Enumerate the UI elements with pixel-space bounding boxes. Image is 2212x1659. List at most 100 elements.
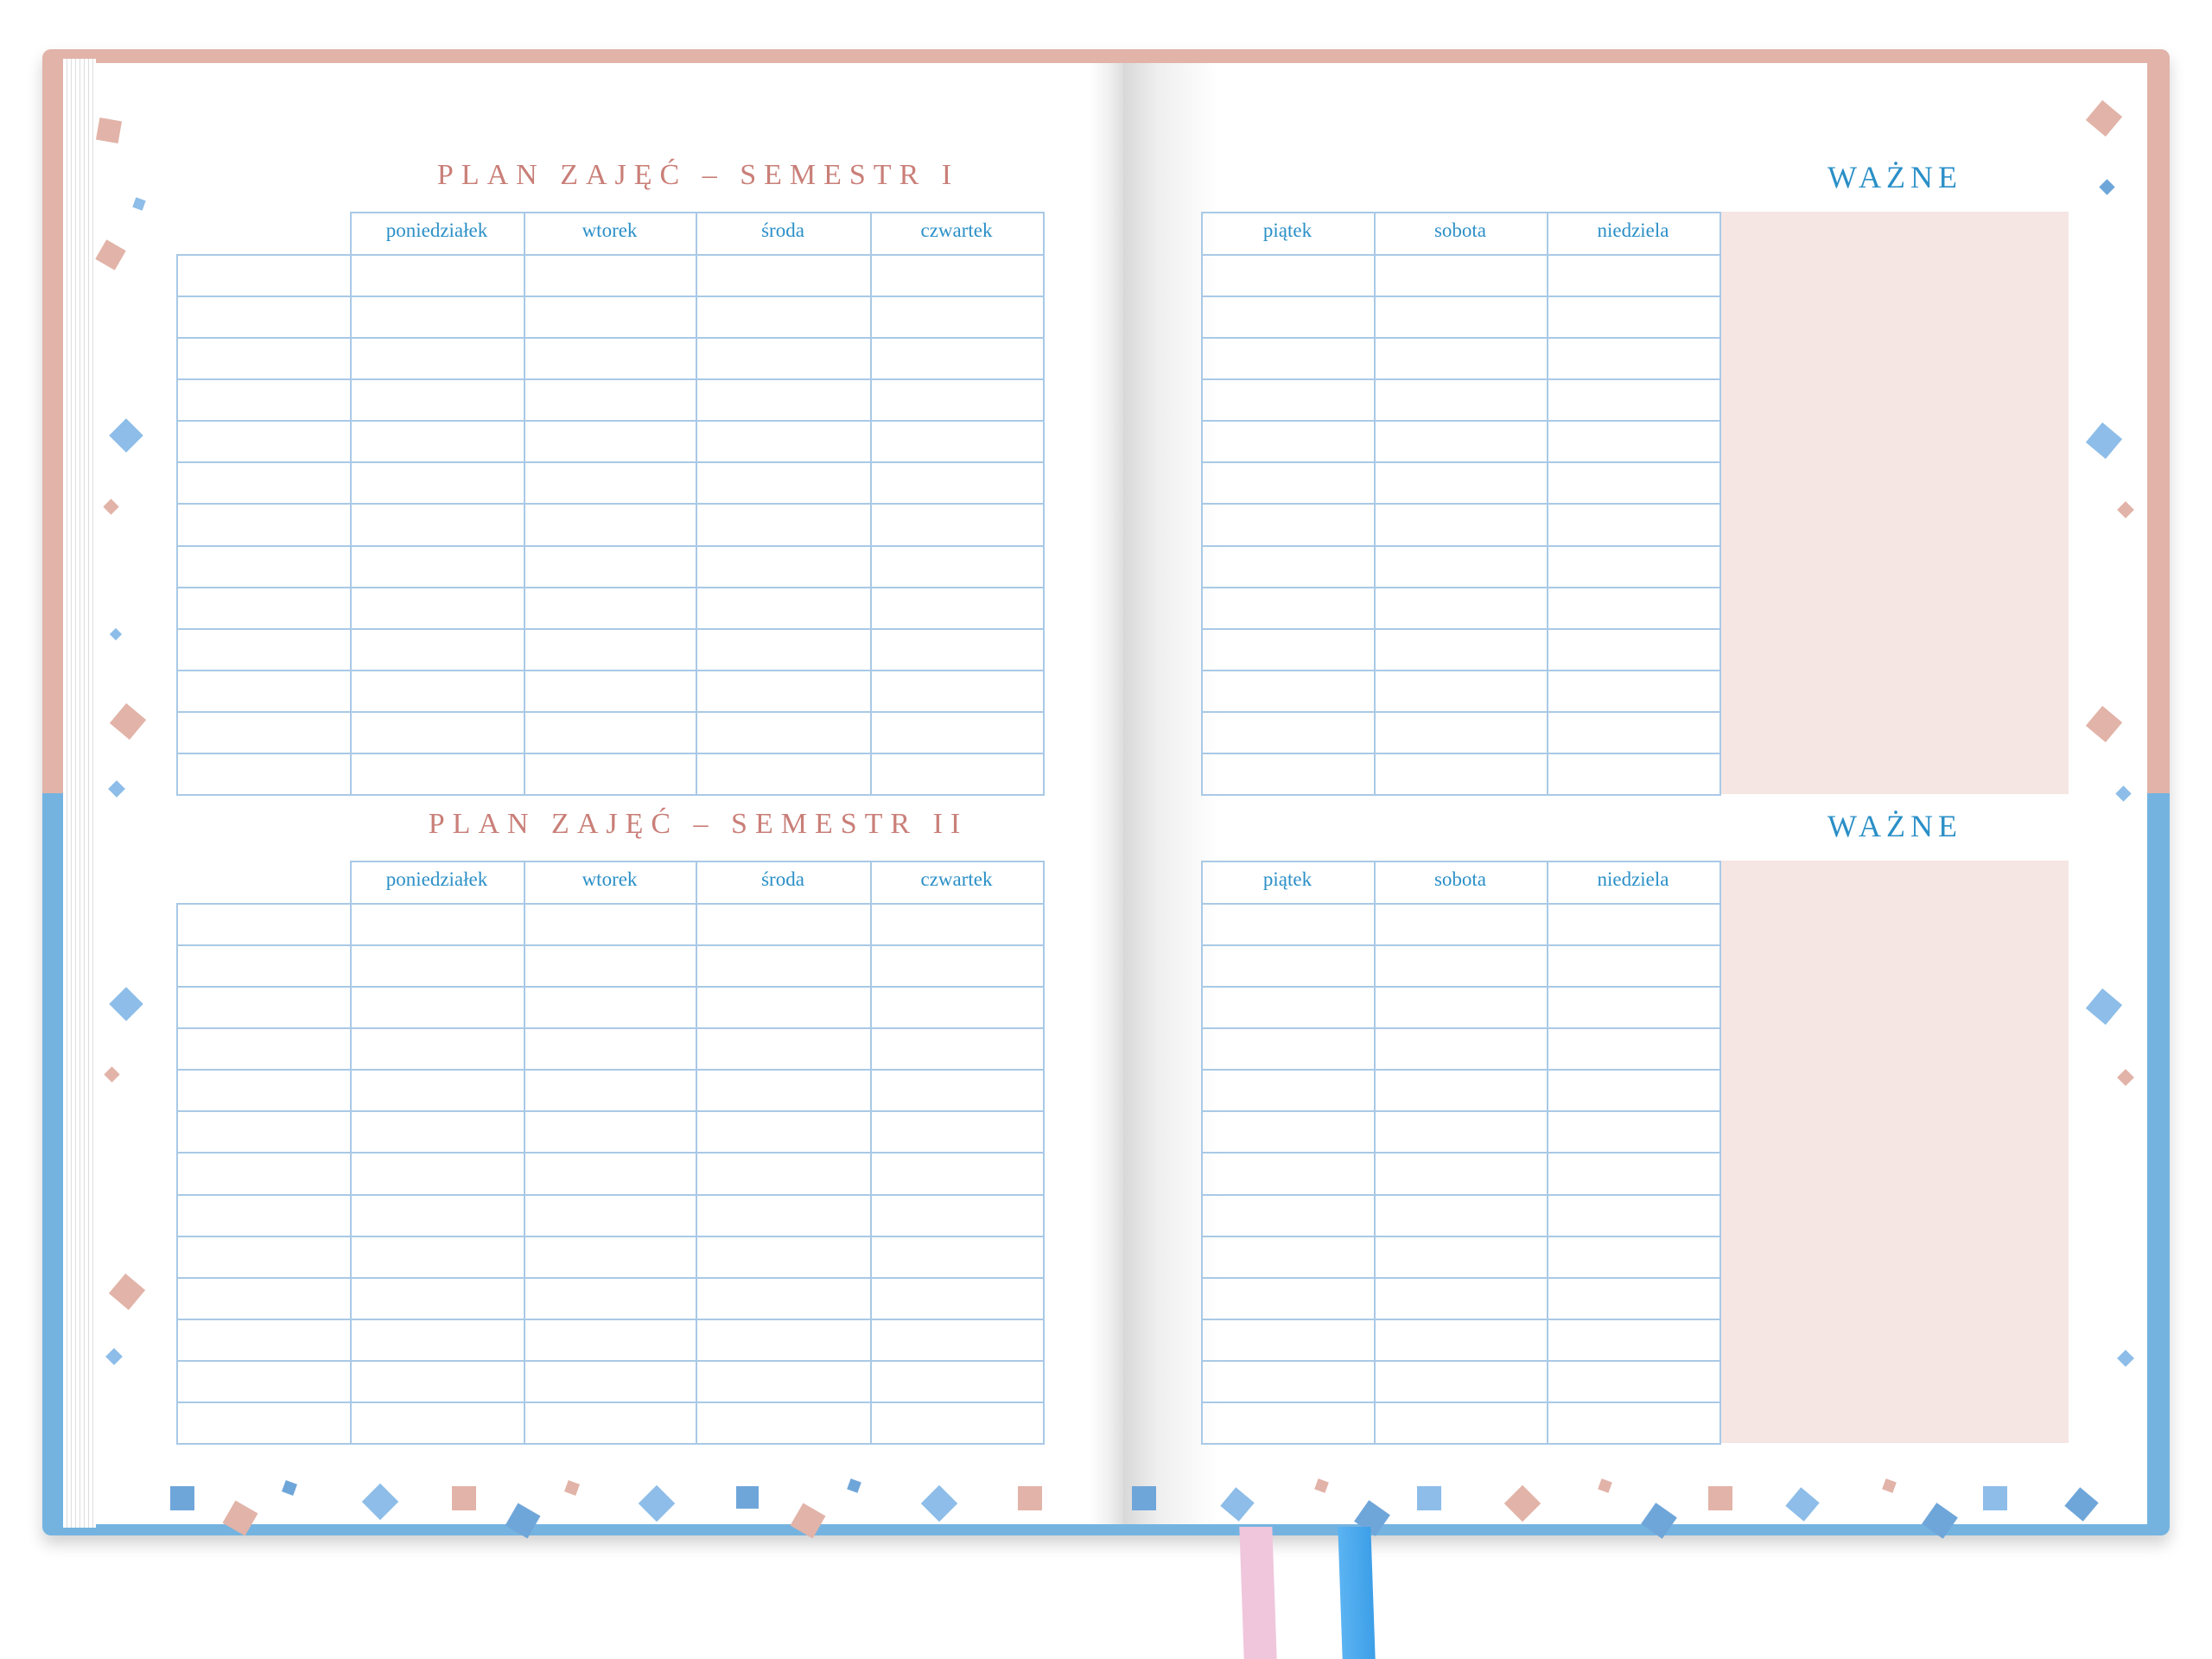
semester-2-right-table-row[interactable] [1201,1236,1719,1277]
semester-1-left-table-row[interactable] [176,461,1043,503]
grid-line [176,461,1045,463]
semester-2-title: PLAN ZAJĘĆ – SEMESTR II [428,808,969,840]
semester-1-left-table-row[interactable] [176,753,1043,794]
grid-line [1201,986,1721,988]
grid-line [1201,420,1721,422]
semester-1-right-table-row[interactable] [1201,461,1719,503]
important-title-2: WAŻNE [1827,809,1962,843]
grid-line [1201,1236,1721,1237]
grid-line [350,212,352,796]
confetti-square-decoration [736,1486,759,1509]
semester-1-left-table-row[interactable] [176,503,1043,544]
grid-line [176,903,178,1445]
semester-1-right-day-header: piątek [1262,219,1313,241]
semester-1-left-table-row[interactable] [176,545,1043,587]
semester-1-right-table-row[interactable] [1201,337,1719,378]
grid-line [1201,1110,1721,1112]
grid-line [176,1194,1045,1196]
grid-line [350,861,352,1445]
semester-1-right-table-row[interactable] [1201,420,1719,461]
grid-line [176,503,1045,505]
semester-2-right-table-row[interactable] [1201,1319,1719,1360]
semester-1-left-table-row[interactable] [176,296,1043,337]
semester-1-right-table-row[interactable] [1201,378,1719,420]
semester-1-right-table-row[interactable] [1201,628,1719,670]
semester-2-right-table-row[interactable] [1201,1069,1719,1110]
semester-2-left-table-row[interactable] [176,1152,1043,1193]
semester-2-right-table-row[interactable] [1201,1402,1719,1443]
semester-1-right-table-row[interactable] [1201,545,1719,587]
semester-2-right-table-row[interactable] [1201,1110,1719,1152]
grid-line [1547,212,1548,796]
semester-1-right-table-row[interactable] [1201,296,1719,337]
grid-line [176,1069,1045,1071]
semester-2-right-table-row[interactable] [1201,1360,1719,1402]
grid-line [1374,212,1376,796]
semester-1-right-table-row[interactable] [1201,711,1719,753]
grid-line [870,861,872,1445]
semester-2-right-table-row[interactable] [1201,1027,1719,1069]
grid-line [1201,587,1721,588]
semester-1-left-table-row[interactable] [176,420,1043,461]
semester-2-left-day-header: czwartek [920,868,993,890]
grid-line [870,212,872,796]
grid-line [176,337,1045,339]
semester-2-right-day-header: sobota [1433,868,1487,890]
semester-1-right-table-row[interactable] [1201,753,1719,794]
semester-1-right-table-row[interactable] [1201,254,1719,296]
semester-2-left-table-row[interactable] [176,986,1043,1027]
semester-2-left-table-row[interactable] [176,1319,1043,1360]
semester-1-left-table-row[interactable] [176,711,1043,753]
grid-line [176,545,1045,547]
semester-2-right-table-row[interactable] [1201,1194,1719,1236]
grid-line [1201,944,1721,946]
grid-line [1201,903,1721,905]
semester-2-left-table-row[interactable] [176,1236,1043,1277]
semester-2-left-day-header: poniedziałek [385,868,488,890]
confetti-square-decoration [1132,1486,1156,1510]
semester-2-left-table-row[interactable] [176,1069,1043,1110]
semester-1-left-table-row[interactable] [176,670,1043,711]
semester-2-right-table-row[interactable] [1201,944,1719,986]
semester-2-left-table-row[interactable] [176,903,1043,944]
semester-2-left-table-row[interactable] [176,1027,1043,1069]
grid-line [350,212,1045,213]
semester-1-left-table-row[interactable] [176,628,1043,670]
semester-1-title: PLAN ZAJĘĆ – SEMESTR I [436,159,960,191]
confetti-square-decoration [1708,1486,1732,1510]
semester-2-right-table-row[interactable] [1201,986,1719,1027]
grid-line [176,1319,1045,1320]
semester-2-right-table-row[interactable] [1201,1152,1719,1193]
grid-line [1201,1277,1721,1279]
grid-line [1201,753,1721,754]
grid-line [524,861,525,1445]
grid-line [1201,1069,1721,1071]
page-edges [63,59,96,1528]
important-notes-area-1[interactable] [1719,212,2069,794]
semester-2-left-table-row[interactable] [176,1110,1043,1152]
semester-2-right-table-row[interactable] [1201,903,1719,944]
semester-1-left-table-row[interactable] [176,378,1043,420]
semester-2-left-table-row[interactable] [176,944,1043,986]
semester-1-left-table-row[interactable] [176,587,1043,628]
important-notes-area-2[interactable] [1719,861,2069,1443]
semester-1-right-table-row[interactable] [1201,503,1719,544]
grid-line [176,1443,1045,1445]
semester-2-left-table-row[interactable] [176,1360,1043,1402]
grid-line [176,1277,1045,1279]
semester-1-right-table-row[interactable] [1201,587,1719,628]
semester-1-right-table-row[interactable] [1201,670,1719,711]
grid-line [176,1027,1045,1029]
grid-line [176,1152,1045,1154]
semester-1-left-day-header: wtorek [582,219,638,241]
semester-2-left-table-row[interactable] [176,1402,1043,1443]
semester-1-left-table-row[interactable] [176,254,1043,296]
grid-line [1719,212,1721,796]
grid-line [524,212,525,796]
semester-1-left-table-row[interactable] [176,337,1043,378]
semester-2-right-table-row[interactable] [1201,1277,1719,1319]
confetti-square-decoration [1018,1486,1042,1510]
semester-2-left-table-row[interactable] [176,1277,1043,1319]
semester-2-left-table-row[interactable] [176,1194,1043,1236]
grid-line [176,711,1045,713]
